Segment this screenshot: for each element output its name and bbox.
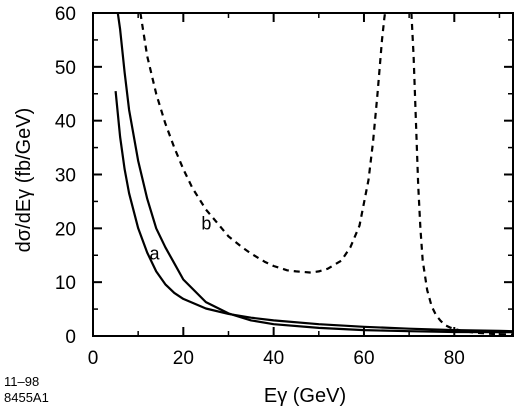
y-tick-label: 10 <box>55 273 76 294</box>
plot-frame <box>92 12 514 337</box>
x-tick-label: 0 <box>88 348 99 369</box>
dashed-curve <box>410 13 513 336</box>
x-tick-label: 20 <box>173 348 194 369</box>
x-axis-ticks <box>92 13 501 336</box>
annotation-date: 11–98 <box>4 374 39 389</box>
y-axis-tick-labels: 0 10 20 30 40 50 60 <box>55 4 76 348</box>
x-tick-label: 60 <box>353 348 374 369</box>
y-tick-label: 50 <box>55 58 76 79</box>
annotation-code: 8455A1 <box>4 390 49 405</box>
y-tick-label: 30 <box>55 166 76 187</box>
y-tick-label: 20 <box>55 219 76 240</box>
curve-a <box>114 90 513 333</box>
curves <box>114 13 513 336</box>
y-tick-label: 0 <box>65 327 76 348</box>
y-tick-label: 40 <box>55 112 76 133</box>
x-axis-title: Eγ (GeV) <box>264 385 346 407</box>
y-axis-title: dσ/dEγ (fb/GeV) <box>13 108 35 253</box>
curve-labels: ab <box>149 213 211 263</box>
x-axis-tick-labels: 0 20 40 60 80 <box>88 348 465 369</box>
y-tick-label: 60 <box>55 4 76 25</box>
y-axis-ticks <box>93 12 513 337</box>
x-tick-label: 80 <box>444 348 465 369</box>
curve-label-a: a <box>149 244 160 264</box>
dashed-curve <box>139 13 387 274</box>
curve-b <box>116 13 513 334</box>
curve-label-b: b <box>201 213 211 233</box>
x-tick-label: 40 <box>263 348 284 369</box>
